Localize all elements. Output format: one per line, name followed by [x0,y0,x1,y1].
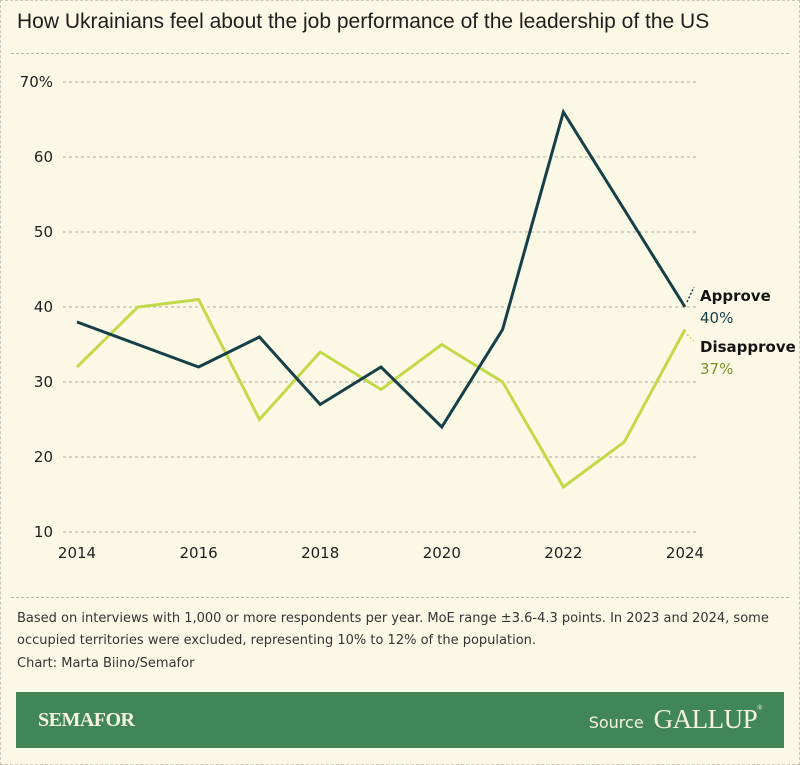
y-tick-label: 40 [34,298,53,316]
source-block: Source GALLUP® [588,704,763,735]
semafor-logo: SEMAFOR [38,709,135,731]
x-tick-label: 2020 [423,544,461,562]
footer-bar: SEMAFOR Source GALLUP® [16,692,784,748]
y-tick-label: 10 [34,523,53,541]
gallup-name: GALLUP [653,704,758,734]
x-tick-label: 2016 [180,544,218,562]
y-tick-label: 50 [34,223,53,241]
methodology-note: Based on interviews with 1,000 or more r… [17,611,769,648]
end-labels: Approve 40% Disapprove 37% [686,286,796,378]
x-tick-label: 2018 [301,544,339,562]
x-tick-label: 2022 [544,544,582,562]
x-tick-label: 2024 [666,544,704,562]
leader-line-disapprove [686,333,695,342]
line-chart: 70% 60 50 40 30 20 10 2014 2016 2018 2020 2022 2024… [20,73,796,562]
series-lines [75,108,687,490]
legend-label-disapprove: Disapprove [700,338,796,356]
notes-divider [11,597,789,598]
legend-value-approve: 40% [700,309,733,327]
x-axis-ticks: 2014 2016 2018 2020 2022 2024 [58,544,704,562]
source-label: Source [588,713,644,732]
y-tick-label: 30 [34,373,53,391]
series-line-approve [76,108,687,430]
chart-credit: Chart: Marta Biino/Semafor [17,656,195,671]
gridlines [63,81,697,533]
legend-value-disapprove: 37% [700,360,733,378]
legend-label-approve: Approve [700,287,771,305]
leader-line-approve [686,286,695,303]
chart-title: How Ukrainians feel about the job perfor… [17,10,710,33]
x-tick-label: 2014 [58,544,96,562]
registered-mark: ® [757,704,762,712]
y-tick-label: 60 [34,148,53,166]
y-tick-label: 70% [20,73,53,91]
y-axis-ticks: 70% 60 50 40 30 20 10 [20,73,53,541]
gallup-logo: GALLUP® [653,704,763,735]
title-divider [11,53,789,54]
y-tick-label: 20 [34,448,53,466]
series-line-disapprove [75,297,687,490]
